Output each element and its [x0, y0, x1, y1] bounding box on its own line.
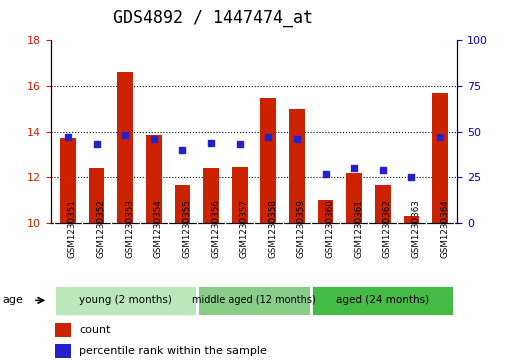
Bar	[89, 168, 105, 223]
Bar	[289, 109, 305, 223]
Point	[178, 147, 186, 153]
Point	[407, 175, 416, 180]
Text: age: age	[3, 295, 23, 305]
Bar	[403, 216, 419, 223]
Point	[64, 134, 72, 140]
Point	[264, 134, 272, 140]
Point	[436, 134, 444, 140]
Text: young (2 months): young (2 months)	[79, 295, 172, 305]
Bar	[261, 98, 276, 223]
Bar	[175, 185, 190, 223]
Bar	[311, 285, 454, 316]
Text: GSM1230351: GSM1230351	[68, 199, 77, 258]
Text: GSM1230361: GSM1230361	[354, 199, 363, 258]
Text: GSM1230357: GSM1230357	[240, 199, 249, 258]
Bar	[146, 135, 162, 223]
Text: GSM1230360: GSM1230360	[326, 199, 335, 258]
Point	[121, 132, 129, 138]
Text: GSM1230353: GSM1230353	[125, 199, 134, 258]
Text: GSM1230355: GSM1230355	[182, 199, 192, 258]
Point	[236, 142, 244, 147]
Text: GSM1230364: GSM1230364	[440, 199, 449, 258]
Text: GSM1230356: GSM1230356	[211, 199, 220, 258]
Point	[293, 136, 301, 142]
Point	[322, 171, 330, 177]
Text: percentile rank within the sample: percentile rank within the sample	[79, 346, 267, 356]
Point	[92, 142, 101, 147]
Text: GSM1230359: GSM1230359	[297, 199, 306, 258]
Bar	[54, 285, 197, 316]
Text: GSM1230363: GSM1230363	[411, 199, 421, 258]
Bar	[117, 72, 133, 223]
Bar	[55, 344, 71, 358]
Point	[379, 167, 387, 173]
Text: middle aged (12 months): middle aged (12 months)	[192, 295, 316, 305]
Bar	[55, 323, 71, 337]
Text: GSM1230358: GSM1230358	[268, 199, 277, 258]
Bar	[232, 167, 247, 223]
Bar	[197, 285, 311, 316]
Point	[350, 165, 358, 171]
Bar	[375, 185, 391, 223]
Bar	[432, 93, 448, 223]
Point	[207, 140, 215, 146]
Bar	[318, 200, 333, 223]
Text: aged (24 months): aged (24 months)	[336, 295, 429, 305]
Text: GDS4892 / 1447474_at: GDS4892 / 1447474_at	[113, 9, 313, 27]
Bar	[60, 138, 76, 223]
Text: GSM1230362: GSM1230362	[383, 199, 392, 258]
Text: count: count	[79, 325, 111, 335]
Text: GSM1230354: GSM1230354	[154, 199, 163, 258]
Text: GSM1230352: GSM1230352	[97, 199, 106, 258]
Bar	[346, 173, 362, 223]
Bar	[203, 168, 219, 223]
Point	[150, 136, 158, 142]
